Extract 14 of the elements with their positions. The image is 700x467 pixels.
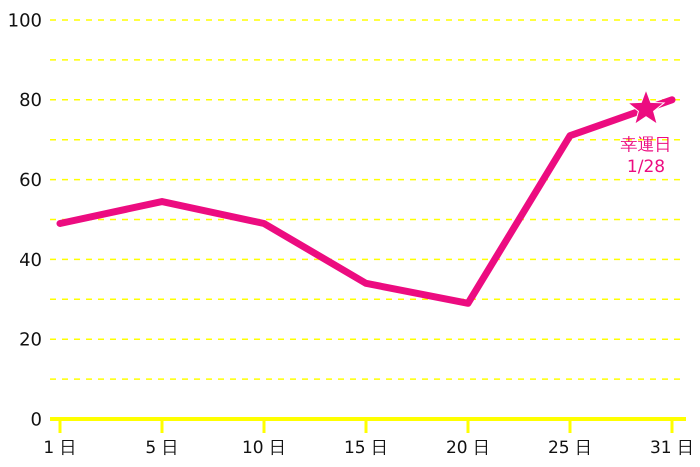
x-tick-label: 15 日 — [344, 438, 388, 458]
y-tick-label: 80 — [19, 90, 42, 112]
x-tick-label: 20 日 — [446, 438, 490, 458]
y-tick-label: 20 — [19, 330, 42, 351]
y-tick-label: 100 — [8, 10, 42, 32]
x-tick-label: 25 日 — [548, 438, 592, 458]
x-tick-label: 5 日 — [145, 438, 179, 458]
y-tick-label: 0 — [30, 409, 42, 430]
x-tick-label: 31 日 — [650, 438, 694, 458]
y-tick-label: 40 — [19, 250, 42, 271]
y-tick-label: 60 — [19, 170, 42, 191]
x-tick-label: 1 日 — [43, 438, 77, 458]
x-tick-label: 10 日 — [242, 438, 286, 458]
annotation: 幸運日 1/28 — [620, 134, 672, 177]
